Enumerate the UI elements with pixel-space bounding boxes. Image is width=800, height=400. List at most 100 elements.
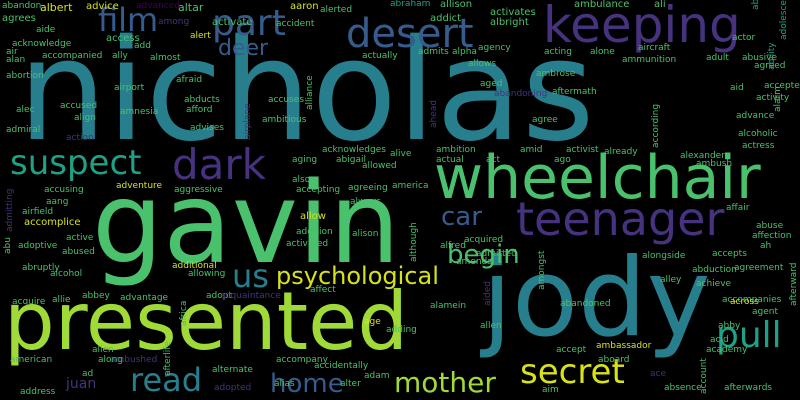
word: psychological (276, 262, 439, 290)
word: acting (544, 47, 572, 57)
word: always (350, 197, 381, 207)
word: allows (468, 59, 497, 69)
word: ambulance (574, 0, 630, 10)
word: presented (4, 275, 409, 368)
word: achieve (696, 279, 732, 289)
word: alcohol (50, 269, 83, 279)
word: alec (16, 105, 35, 115)
word: abandoned (560, 299, 611, 309)
word: us (232, 257, 269, 295)
word: almost (150, 53, 181, 63)
word: across (730, 297, 759, 307)
word: actually (362, 51, 398, 61)
word: among (158, 17, 190, 27)
word: adult (706, 53, 729, 63)
word: adding (386, 325, 417, 335)
word: acquire (12, 297, 46, 307)
word: accepts (712, 249, 747, 259)
word: adventure (116, 181, 163, 191)
word: alley (660, 275, 682, 285)
word: ace (650, 369, 667, 379)
word: alter (340, 379, 361, 389)
word: ambassador (596, 341, 652, 351)
word: activates (490, 7, 536, 18)
word: affair (726, 203, 750, 213)
word: amid (520, 145, 543, 155)
word: alcoholic (738, 129, 778, 139)
word: additional (172, 261, 217, 271)
word: agree (532, 115, 558, 125)
word: academy (706, 345, 748, 355)
word: ah (760, 241, 772, 251)
word: allen (480, 321, 502, 331)
word: amends (456, 257, 492, 267)
word: afterwards (724, 383, 773, 393)
word: alfred (440, 241, 466, 251)
word: activist (566, 145, 599, 155)
word: afterlife (163, 341, 173, 376)
word: alarm (773, 86, 783, 112)
word: accident (276, 19, 315, 29)
word: africa (179, 300, 189, 326)
word: advance (736, 111, 775, 121)
word: afford (186, 105, 213, 115)
word: alias (274, 379, 295, 389)
word: ambrose (536, 69, 576, 79)
word: aircraft (638, 43, 671, 53)
word: amnesia (120, 107, 159, 117)
word: allie (52, 295, 71, 305)
word: advice (86, 1, 119, 12)
word: agent (752, 307, 778, 317)
word: ambitious (262, 115, 307, 125)
word: america (392, 181, 429, 191)
word: according (651, 103, 661, 148)
word: abused (62, 247, 95, 257)
word: aid (730, 83, 744, 93)
word: agreement (734, 263, 784, 273)
word: abusive (742, 53, 777, 63)
word: secret (520, 352, 625, 392)
word: alerted (320, 5, 353, 15)
word: alexander (680, 151, 725, 161)
word: abduction (692, 265, 737, 275)
word: accomplice (24, 217, 81, 228)
word: activate (212, 17, 253, 28)
word: air (6, 47, 18, 57)
word: airfield (22, 207, 54, 217)
word: allowing (188, 269, 226, 279)
word: accused (60, 101, 98, 111)
word: adopt (206, 291, 232, 301)
word: actual (436, 155, 464, 165)
word: gavin (92, 159, 401, 289)
word: ability (767, 42, 777, 70)
word: accompanied (42, 51, 103, 61)
word: pull (716, 315, 782, 356)
word: abortion (6, 71, 44, 81)
word: abraham (390, 0, 431, 9)
word: aggressive (174, 185, 223, 195)
word: ally (112, 51, 128, 61)
word: aging (292, 155, 318, 165)
word: affection (752, 231, 792, 241)
word: access (106, 33, 140, 44)
word: admits (418, 47, 449, 57)
word: advises (190, 123, 224, 133)
word: abu (3, 237, 13, 254)
word: deer (218, 36, 269, 61)
word: alongside (642, 251, 686, 261)
word: accidentally (314, 361, 369, 371)
word: allow (300, 211, 326, 222)
word: aged (480, 79, 503, 89)
word: acquaintance (220, 291, 281, 301)
word: abandoning (494, 89, 548, 99)
word: abducts (184, 95, 220, 105)
word: ahead (429, 100, 439, 128)
word: accepted (764, 81, 800, 91)
word: align (74, 113, 96, 123)
word: accompanies (722, 295, 782, 305)
word: activity (756, 93, 790, 103)
word: american (10, 355, 53, 365)
word: car (441, 202, 482, 232)
word: acid (710, 335, 729, 345)
